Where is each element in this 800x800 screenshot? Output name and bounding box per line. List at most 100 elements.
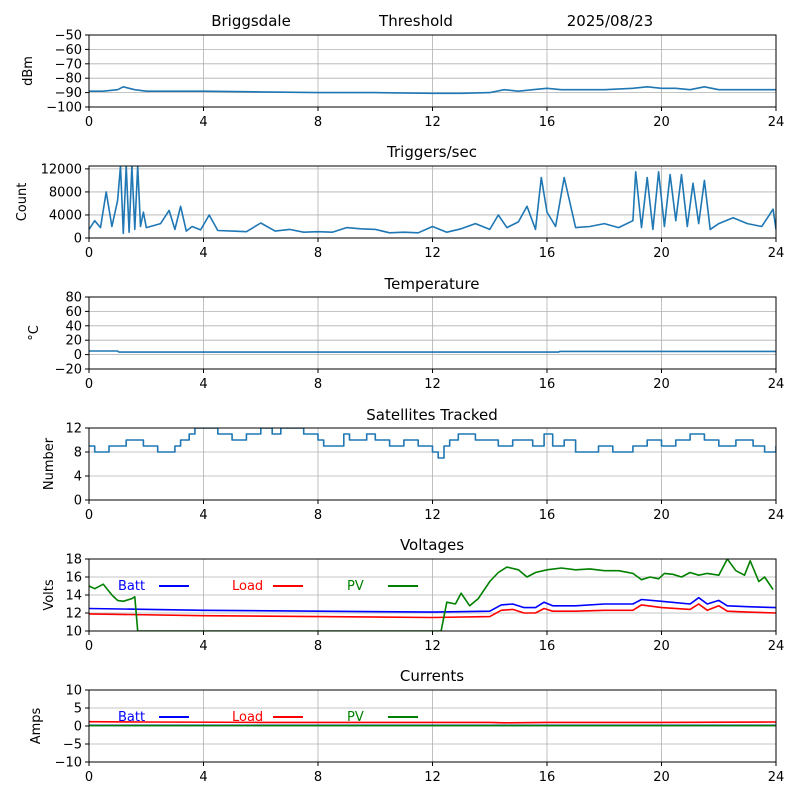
voltages-series-batt-line [89, 596, 776, 613]
voltages-ylabel: Volts [42, 579, 57, 611]
triggers-xtick-label-4: 16 [539, 246, 556, 261]
satellites-xtick-label-0: 0 [85, 508, 93, 523]
signal-xtick-label-0: 0 [85, 115, 93, 130]
voltages-xtick-label-4: 16 [539, 639, 556, 654]
temperature-ytick-label-1: 0 [74, 348, 82, 363]
triggers-ytick-label-1: 4000 [49, 208, 82, 223]
voltages-legend-label-load: Load [232, 579, 263, 594]
signal-xtick-label-5: 20 [653, 115, 670, 130]
satellites-xtick-label-6: 24 [768, 508, 785, 523]
chart-satellites: Satellites Tracked Number 0 4 8 12 16 20 24 0 4 8… [42, 406, 784, 523]
temperature-ylabel: °C [27, 325, 42, 341]
chart-triggers: Triggers/sec Count 0 4 8 12 16 20 24 0 4000 8000 1… [15, 143, 784, 261]
voltages-xtick-label-0: 0 [85, 639, 93, 654]
voltages-ytick-label-4: 18 [65, 553, 82, 568]
header-mode: Threshold [378, 12, 453, 30]
triggers-series-0-line [89, 166, 776, 235]
signal-xtick-label-3: 12 [424, 115, 441, 130]
currents-ytick-label-3: 5 [74, 702, 82, 717]
triggers-xtick-label-0: 0 [85, 246, 93, 261]
voltages-legend-label-pv: PV [347, 579, 364, 594]
satellites-ytick-label-2: 8 [74, 446, 82, 461]
voltages-xtick-label-1: 4 [199, 639, 207, 654]
currents-legend-label-load: Load [232, 710, 263, 725]
voltages-ytick-label-2: 14 [65, 589, 82, 604]
satellites-series-0-line [89, 428, 776, 459]
currents-ytick-label-2: 0 [74, 720, 82, 735]
temperature-ytick-label-2: 20 [65, 334, 82, 349]
signal-ytick-label-1: −90 [55, 86, 82, 101]
satellites-ytick-label-0: 0 [74, 494, 82, 509]
signal-xtick-label-6: 24 [768, 115, 785, 130]
currents-xtick-label-4: 16 [539, 770, 556, 785]
temperature-xtick-label-6: 24 [768, 377, 785, 392]
voltages-ytick-label-0: 10 [65, 625, 82, 640]
currents-ylabel: Amps [29, 707, 44, 744]
temperature-xtick-label-2: 8 [314, 377, 322, 392]
satellites-title: Satellites Tracked [366, 406, 497, 424]
currents-xtick-label-6: 24 [768, 770, 785, 785]
signal-xtick-label-1: 4 [199, 115, 207, 130]
signal-ylabel: dBm [21, 56, 36, 86]
temperature-xtick-label-5: 20 [653, 377, 670, 392]
signal-ytick-label-2: −80 [55, 72, 82, 87]
temperature-ytick-label-3: 40 [65, 319, 82, 334]
triggers-xtick-label-6: 24 [768, 246, 785, 261]
temperature-xtick-label-3: 12 [424, 377, 441, 392]
triggers-xtick-label-5: 20 [653, 246, 670, 261]
currents-title: Currents [400, 667, 464, 685]
voltages-title: Voltages [400, 536, 464, 554]
figure-header: Briggsdale Threshold 2025/08/23 [211, 12, 653, 30]
signal-ytick-label-4: −60 [55, 43, 82, 58]
satellites-xtick-label-4: 16 [539, 508, 556, 523]
satellites-xtick-label-3: 12 [424, 508, 441, 523]
voltages-xtick-label-6: 24 [768, 639, 785, 654]
temperature-series-0-line [89, 350, 776, 353]
chart-signal: dBm 0 4 8 12 16 20 24 −100−90−80−70−60−50 [21, 29, 784, 131]
satellites-ylabel: Number [42, 437, 57, 490]
satellites-xtick-label-5: 20 [653, 508, 670, 523]
satellites-ytick-label-3: 12 [65, 422, 82, 437]
satellites-xtick-label-2: 8 [314, 508, 322, 523]
voltages-series-load-line [89, 603, 776, 619]
signal-ytick-label-5: −50 [55, 29, 82, 44]
triggers-xtick-label-1: 4 [199, 246, 207, 261]
signal-ytick-label-3: −70 [55, 57, 82, 72]
voltages-xtick-label-3: 12 [424, 639, 441, 654]
temperature-xtick-label-0: 0 [85, 377, 93, 392]
currents-xtick-label-5: 20 [653, 770, 670, 785]
temperature-ytick-label-4: 60 [65, 305, 82, 320]
signal-xtick-label-4: 16 [539, 115, 556, 130]
currents-legend-label-pv: PV [347, 710, 364, 725]
triggers-ylabel: Count [15, 183, 30, 222]
triggers-ytick-label-2: 8000 [49, 185, 82, 200]
currents-ytick-label-1: −5 [63, 738, 82, 753]
temperature-title: Temperature [383, 275, 479, 293]
triggers-xtick-label-2: 8 [314, 246, 322, 261]
satellites-ytick-label-1: 4 [74, 470, 82, 485]
satellites-xtick-label-1: 4 [199, 508, 207, 523]
currents-ytick-label-0: −10 [55, 756, 82, 771]
triggers-xtick-label-3: 12 [424, 246, 441, 261]
triggers-ytick-label-3: 12000 [41, 162, 82, 177]
voltages-ytick-label-1: 12 [65, 607, 82, 622]
temperature-xtick-label-4: 16 [539, 377, 556, 392]
currents-xtick-label-3: 12 [424, 770, 441, 785]
currents-series-load-line [89, 720, 776, 724]
signal-series-0-line [89, 86, 776, 95]
voltages-ytick-label-3: 16 [65, 571, 82, 586]
voltages-legend-label-batt: Batt [118, 579, 145, 594]
temperature-xtick-label-1: 4 [199, 377, 207, 392]
triggers-ytick-label-0: 0 [74, 232, 82, 247]
header-site: Briggsdale [211, 12, 291, 30]
currents-legend-label-batt: Batt [118, 710, 145, 725]
currents-xtick-label-2: 8 [314, 770, 322, 785]
voltages-series-pv-line [89, 559, 774, 631]
temperature-ytick-label-5: 80 [65, 291, 82, 306]
header-date: 2025/08/23 [567, 12, 653, 30]
currents-xtick-label-1: 4 [199, 770, 207, 785]
currents-xtick-label-0: 0 [85, 770, 93, 785]
signal-ytick-label-0: −100 [46, 101, 82, 116]
